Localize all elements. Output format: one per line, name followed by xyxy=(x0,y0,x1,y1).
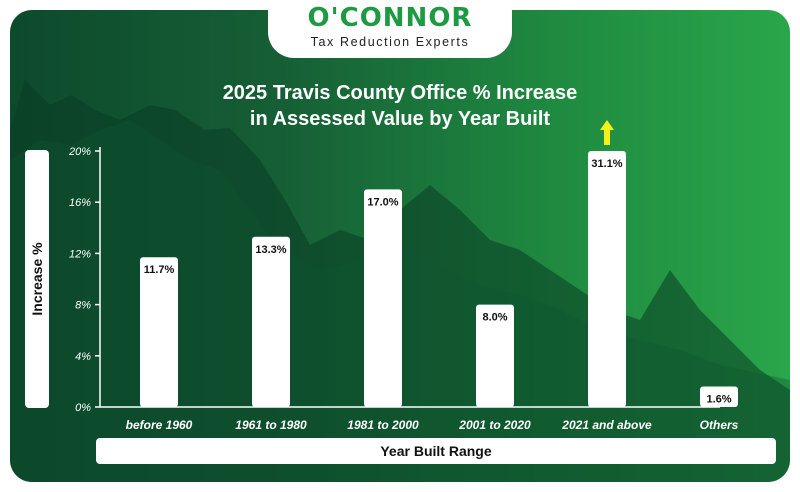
y-tick-label: 4% xyxy=(75,351,91,363)
data-label: 13.3% xyxy=(255,244,286,256)
bar xyxy=(588,151,626,407)
brand-logo: O'CONNOR xyxy=(307,3,473,33)
brand-tagline: Tax Reduction Experts xyxy=(310,35,470,49)
y-tick-label: 12% xyxy=(69,248,91,260)
x-tick-label: 2021 and above xyxy=(561,418,652,432)
data-label: 31.1% xyxy=(591,158,622,170)
x-tick-label: 2001 to 2020 xyxy=(458,418,531,432)
x-axis-label-pill xyxy=(96,438,776,464)
chart-title-line-2: in Assessed Value by Year Built xyxy=(249,108,551,130)
y-axis-label-pill xyxy=(25,150,49,408)
x-axis-label: Year Built Range xyxy=(380,443,492,459)
bar xyxy=(252,236,290,407)
x-tick-label: 1961 to 1980 xyxy=(235,418,307,432)
logo-tab: O'CONNOR Tax Reduction Experts xyxy=(268,0,512,58)
x-tick-label: Others xyxy=(700,418,739,432)
data-label: 17.0% xyxy=(367,196,398,208)
chart-title-line-1: 2025 Travis County Office % Increase xyxy=(222,82,578,104)
bar xyxy=(364,189,402,407)
y-tick-label: 0% xyxy=(75,402,91,414)
data-label: 1.6% xyxy=(706,394,731,406)
bar xyxy=(476,304,514,407)
data-label: 8.0% xyxy=(482,312,507,324)
data-label: 11.7% xyxy=(144,264,175,276)
y-tick-label: 20% xyxy=(68,146,91,158)
x-tick-label: 1981 to 2000 xyxy=(347,418,419,432)
bar xyxy=(700,386,738,407)
y-tick-label: 16% xyxy=(69,197,91,209)
y-tick-label: 8% xyxy=(75,300,91,312)
bar xyxy=(140,257,178,407)
x-tick-label: before 1960 xyxy=(126,418,193,432)
up-arrow-icon xyxy=(600,120,614,145)
